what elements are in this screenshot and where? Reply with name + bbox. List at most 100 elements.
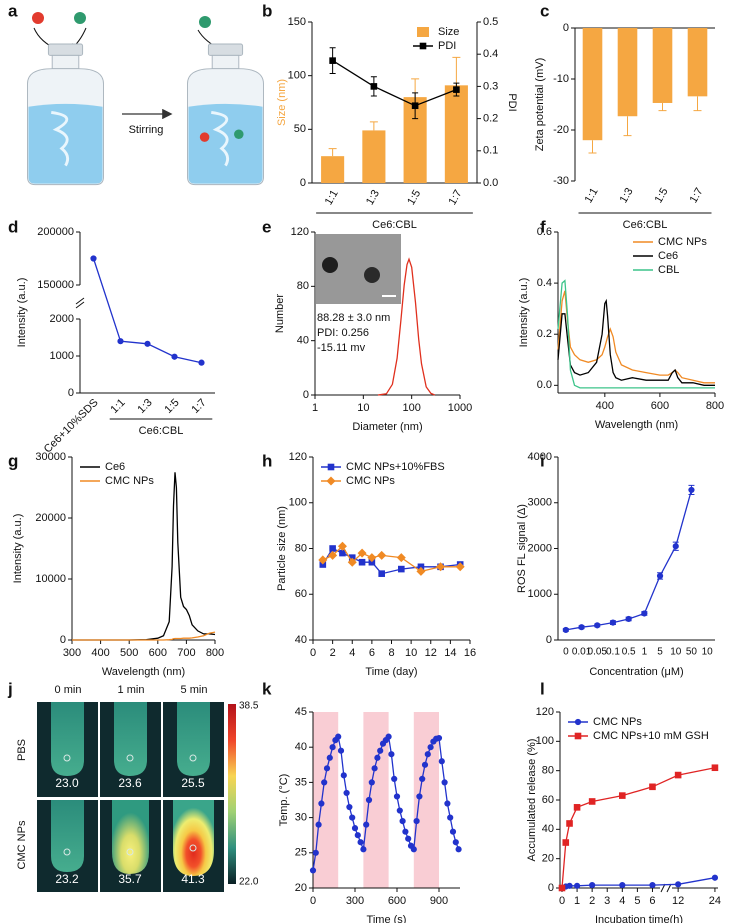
marker bbox=[562, 626, 569, 634]
marker bbox=[578, 624, 585, 631]
panel-label: h bbox=[262, 451, 272, 470]
marker bbox=[343, 789, 350, 797]
marker bbox=[337, 747, 345, 754]
marker bbox=[378, 570, 385, 577]
marker bbox=[360, 846, 367, 853]
x-tick-label: 5 bbox=[657, 647, 663, 658]
legend-label: CMC NPs+10 mM GSH bbox=[593, 730, 709, 742]
marker bbox=[649, 881, 656, 889]
marker bbox=[385, 733, 392, 740]
marker bbox=[399, 818, 406, 825]
x-tick-label: 14 bbox=[444, 647, 456, 659]
marker bbox=[421, 761, 429, 768]
marker bbox=[358, 558, 366, 566]
annotation: -15.11 mv bbox=[317, 342, 366, 354]
marker bbox=[326, 754, 333, 761]
y-tick-label: 20000 bbox=[35, 512, 66, 524]
x-tick-label: 1:5 bbox=[405, 188, 423, 207]
y-tick-label: 3000 bbox=[528, 497, 552, 509]
marker bbox=[419, 775, 426, 782]
marker bbox=[402, 828, 409, 835]
chart-panel: c -30 -20 -10 0 1:1 1:3 1:5 1:7 Ce6:CBL Zeta poten… bbox=[534, 1, 715, 231]
error-bar bbox=[658, 102, 667, 112]
y-axis-title: Size (nm) bbox=[276, 79, 288, 126]
marker bbox=[656, 572, 664, 580]
color-bar-min: 22.0 bbox=[239, 877, 259, 888]
marker bbox=[309, 867, 317, 874]
x-tick-label: 0.05 bbox=[588, 647, 608, 658]
thermal-images bbox=[37, 702, 224, 892]
y-tick-label: 40 bbox=[295, 741, 307, 753]
x-axis-title: Time (s) bbox=[367, 914, 407, 923]
marker bbox=[562, 839, 570, 846]
bar bbox=[444, 85, 468, 183]
temperature: 25.5 bbox=[181, 776, 205, 790]
x-tick-label: 10 bbox=[670, 647, 682, 658]
y-axis-title: Temp. (°C) bbox=[278, 774, 290, 827]
marker bbox=[377, 747, 384, 754]
marker bbox=[675, 881, 682, 888]
marker bbox=[339, 549, 346, 557]
marker bbox=[455, 562, 465, 572]
legend-label: Size bbox=[438, 26, 459, 38]
y-tick-label: 150000 bbox=[37, 279, 74, 291]
y-tick-label: 120 bbox=[289, 451, 307, 463]
temperature: 41.3 bbox=[181, 872, 205, 886]
marker bbox=[452, 839, 459, 846]
marker bbox=[329, 744, 336, 751]
y-tick-label: 120 bbox=[291, 226, 309, 238]
panel-label: e bbox=[262, 217, 271, 236]
y-tick-label: 0 bbox=[548, 882, 554, 894]
temperature: 23.2 bbox=[55, 872, 79, 886]
y-axis-title: Intensity (a.u.) bbox=[12, 514, 24, 584]
marker bbox=[435, 734, 443, 742]
x-axis-title: Wavelength (nm) bbox=[102, 666, 185, 678]
x-tick-label: 500 bbox=[120, 647, 138, 659]
x-axis-title: Diameter (nm) bbox=[352, 421, 422, 433]
chart-panel: g 0 10000 20000 30000 300 400 500 600 700 800 Wavel… bbox=[8, 451, 224, 678]
marker bbox=[438, 758, 445, 765]
marker bbox=[318, 800, 325, 807]
cbl-dot bbox=[74, 12, 86, 24]
x-tick-label: 1:5 bbox=[162, 397, 181, 416]
series-line bbox=[557, 290, 715, 384]
x-tick-label: 300 bbox=[346, 895, 364, 907]
y-tick-label: 4000 bbox=[528, 451, 552, 463]
legend-label: CBL bbox=[658, 264, 679, 276]
y-axis-title: Intensity (a.u.) bbox=[518, 278, 530, 348]
x-tick-label: 0.01 bbox=[572, 647, 592, 658]
marker bbox=[367, 553, 377, 563]
x-tick-label: 400 bbox=[91, 647, 109, 659]
color-bar-max: 38.5 bbox=[239, 701, 259, 712]
x-tick-label: 12 bbox=[672, 895, 684, 907]
marker bbox=[574, 732, 582, 740]
legend-label: Ce6 bbox=[105, 461, 125, 473]
y2-tick-label: 0.4 bbox=[483, 48, 498, 60]
chart-panel: f 0.0 0.2 0.4 0.6 400 600 800 Wavelength (nm) Int… bbox=[518, 217, 724, 430]
series-line bbox=[72, 631, 216, 641]
y2-tick-label: 0.0 bbox=[483, 177, 498, 189]
group-label: Ce6:CBL bbox=[372, 219, 417, 231]
marker bbox=[558, 884, 566, 892]
marker bbox=[444, 800, 451, 807]
y-tick-label: 0 bbox=[546, 634, 552, 646]
y-tick-label: 200000 bbox=[37, 226, 74, 238]
series-line bbox=[561, 877, 716, 889]
y-tick-label: 50 bbox=[294, 123, 306, 135]
x-tick-label: Ce6+10%SDS bbox=[42, 397, 101, 456]
vial bbox=[187, 43, 264, 186]
marker bbox=[363, 821, 370, 828]
y-tick-label: 80 bbox=[297, 280, 309, 292]
x-tick-label: 5 bbox=[634, 895, 640, 907]
x-tick-label: 0 bbox=[559, 895, 565, 907]
cbl-dot bbox=[199, 16, 211, 28]
x-tick-label: 1 bbox=[312, 402, 318, 414]
x-tick-label: 600 bbox=[651, 400, 669, 412]
x-tick-label: 10 bbox=[702, 647, 714, 658]
x-tick-label: 1:1 bbox=[108, 397, 127, 416]
marker bbox=[405, 835, 412, 842]
x-tick-label: 1:7 bbox=[446, 188, 464, 207]
series-line bbox=[557, 279, 715, 389]
y-tick-label: -30 bbox=[553, 175, 569, 187]
